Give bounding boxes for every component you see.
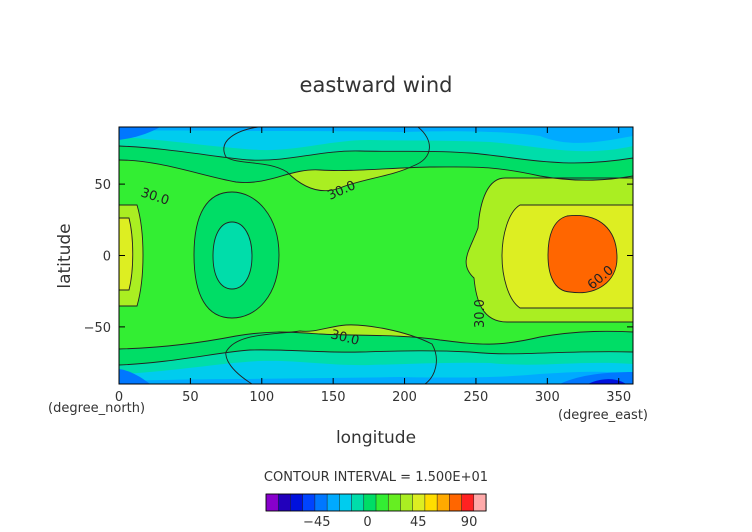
contour-label: 30.0 [473, 299, 488, 328]
colorbar-swatch [387, 493, 401, 512]
contour-line-30-east [465, 177, 633, 323]
contour-line-30-north [223, 127, 430, 192]
contour-line-0-mid [212, 221, 253, 290]
x-unit-label: (degree_east) [558, 408, 648, 423]
contour-line-15-mid [193, 191, 280, 319]
colorbar-tick-label: 45 [410, 515, 427, 530]
y-tick-label: 50 [94, 178, 111, 193]
x-tick-label: 300 [535, 390, 560, 405]
chart-title: eastward wind [300, 73, 453, 97]
contour-region-band-neg15-0-mid [213, 222, 252, 289]
colorbar-swatch [461, 493, 475, 512]
contour-region-band-60-75-east [548, 215, 617, 293]
contour-line-0-north [119, 145, 633, 164]
colorbar-swatch [412, 493, 426, 512]
contour-region-band-neg45-neg60-sw [119, 369, 150, 384]
contour-field [119, 127, 633, 384]
contour-region-band-45-60-west [119, 218, 133, 290]
contour-line-15-south [119, 330, 633, 350]
x-axis-label: longitude [336, 428, 416, 448]
colorbar-swatch [339, 493, 353, 512]
x-tick-label: 0 [115, 390, 123, 405]
colorbar-tick-label: −45 [303, 515, 330, 530]
contour-line-45-east [501, 204, 633, 309]
contour-line-45-west [119, 217, 134, 291]
colorbar-swatch [375, 493, 389, 512]
contour-line-60-east [547, 214, 618, 294]
y-tick-label: −50 [84, 321, 111, 336]
colorbar-swatch [449, 493, 463, 512]
contour-line-30-west [119, 204, 144, 307]
x-tick-label: 150 [321, 390, 346, 405]
colorbar-swatch [424, 493, 438, 512]
colorbar-swatch [314, 493, 328, 512]
colorbar-swatch [290, 493, 304, 512]
colorbar-frame [265, 493, 487, 512]
x-tick-label: 350 [606, 390, 631, 405]
contour-line-15-north [119, 159, 633, 184]
x-tick-label: 250 [464, 390, 489, 405]
colorbar-swatch [473, 493, 487, 512]
contour-region-band-neg45-neg60-nw [119, 127, 160, 140]
contour-region-band-neg15-neg30-north [119, 127, 633, 152]
colorbar-swatch [277, 493, 291, 512]
contour-line-0-south [119, 349, 633, 366]
contour-interval-text: CONTOUR INTERVAL = 1.500E+01 [264, 470, 488, 485]
y-axis-label: latitude [55, 223, 75, 288]
x-tick-label: 200 [392, 390, 417, 405]
contour-region-band-neg60-neg75-se [588, 379, 626, 384]
colorbar-swatch [326, 493, 340, 512]
x-tick-label: 50 [182, 390, 199, 405]
colorbar-swatch [302, 493, 316, 512]
colorbar-tick-label: 90 [461, 515, 478, 530]
y-unit-label: (degree_north) [48, 401, 145, 416]
contour-label: 30.0 [329, 327, 361, 349]
y-tick-label: 0 [103, 250, 111, 265]
colorbar-swatch [363, 493, 377, 512]
contour-region-band-neg30-neg45-north [119, 127, 633, 143]
colorbar-swatch [351, 493, 365, 512]
colorbar-swatch [436, 493, 450, 512]
x-tick-label: 100 [249, 390, 274, 405]
contour-line-30-south [225, 324, 437, 384]
colorbar-tick-label: 0 [363, 515, 371, 530]
colorbar-swatch [265, 493, 279, 512]
colorbar-swatch [400, 493, 414, 512]
colorbar [265, 493, 487, 512]
